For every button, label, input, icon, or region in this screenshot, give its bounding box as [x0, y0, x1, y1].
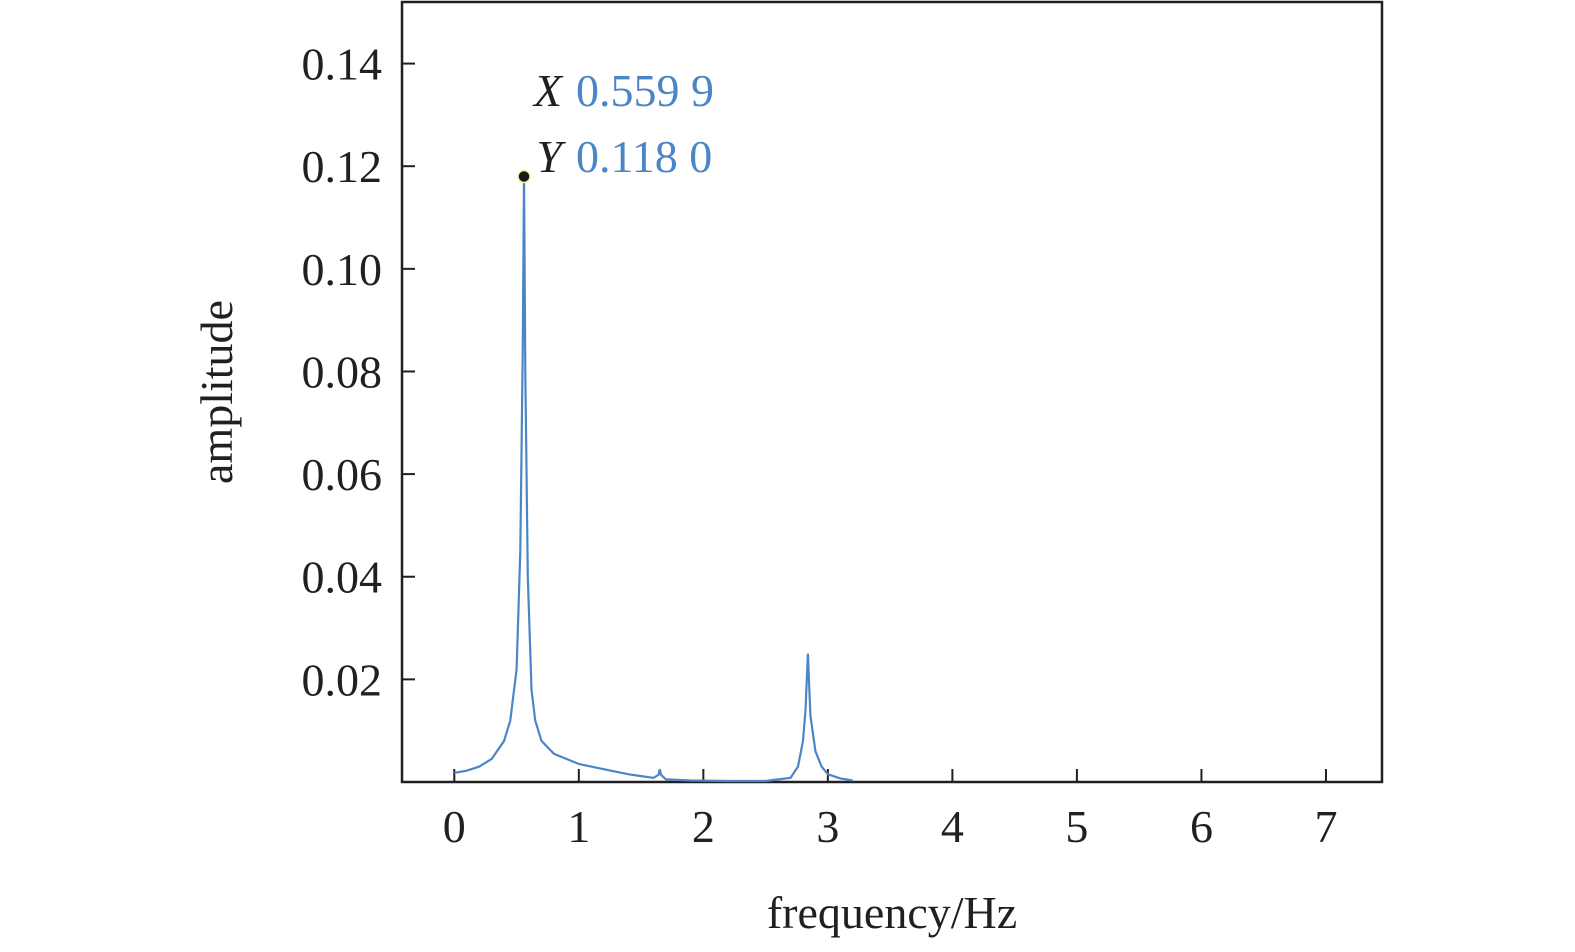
y-tick-label: 0.08: [302, 346, 383, 397]
x-axis-title: frequency/Hz: [767, 887, 1017, 938]
annotation-y-key: Y: [536, 131, 566, 182]
x-tick-label: 7: [1314, 801, 1337, 852]
x-tick-label: 0: [443, 801, 466, 852]
annotation-y-value: 0.118 0: [576, 131, 712, 182]
x-tick-label: 2: [692, 801, 715, 852]
peak-marker: [517, 169, 531, 184]
y-tick-label: 0.06: [302, 449, 383, 500]
y-axis-title: amplitude: [191, 300, 242, 484]
y-tick-label: 0.04: [302, 552, 383, 603]
y-tick-label: 0.14: [302, 39, 383, 90]
plot-frame: [400, 0, 1384, 784]
y-tick-label: 0.10: [302, 244, 383, 295]
annotation-x-value: 0.559 9: [576, 65, 714, 116]
x-tick-label: 5: [1065, 801, 1088, 852]
y-tick-label: 0.12: [302, 141, 383, 192]
x-tick-label: 4: [941, 801, 964, 852]
y-axis: 0.02 0.04 0.06 0.08 0.10 0.12 0.14: [302, 39, 415, 705]
x-tick-label: 6: [1190, 801, 1213, 852]
series-line: [454, 176, 853, 783]
x-tick-label: 1: [567, 801, 590, 852]
annotation-x-key: X: [532, 65, 564, 116]
y-tick-label: 0.02: [302, 654, 383, 705]
x-tick-label: 3: [816, 801, 839, 852]
